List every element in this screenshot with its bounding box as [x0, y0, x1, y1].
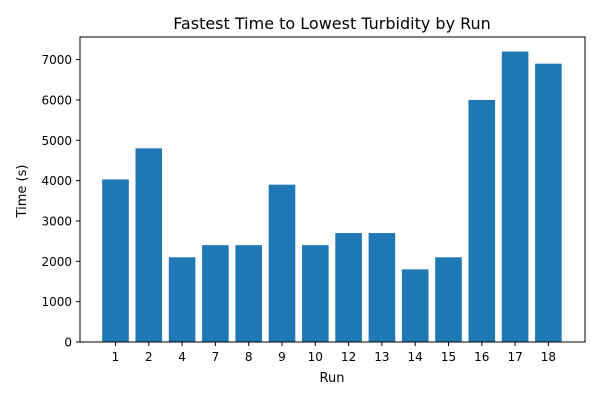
bar-run-4 — [168, 257, 196, 342]
x-tick-label: 8 — [245, 350, 253, 364]
bar-run-10 — [302, 245, 329, 342]
y-tick-label: 2000 — [41, 255, 72, 269]
x-tick-label: 18 — [541, 350, 556, 364]
x-tick-label: 7 — [212, 350, 220, 364]
x-tick-label: 14 — [408, 350, 423, 364]
bar-run-2 — [135, 148, 163, 342]
chart-title: Fastest Time to Lowest Turbidity by Run — [173, 14, 491, 33]
y-axis-label: Time (s) — [15, 165, 30, 219]
x-tick-label: 2 — [145, 350, 153, 364]
bar-run-14 — [401, 269, 429, 342]
ticks-layer: 1 2 4 7 8 9 10 12 13 14 15 16 17 18010002000300040005… — [41, 53, 556, 364]
bar-run-1 — [102, 179, 129, 342]
bars-layer — [102, 51, 562, 343]
y-tick-label: 4000 — [41, 174, 72, 188]
y-tick-label: 0 — [64, 336, 72, 350]
x-tick-label: 17 — [507, 350, 522, 364]
bar-run-16 — [468, 99, 496, 342]
x-tick-label: 4 — [178, 350, 186, 364]
x-tick-label: 13 — [374, 350, 389, 364]
bar-run-9 — [268, 184, 296, 342]
x-tick-label: 9 — [278, 350, 286, 364]
bar-run-8 — [235, 245, 262, 342]
y-tick-label: 6000 — [41, 93, 72, 107]
y-tick-label: 5000 — [41, 134, 72, 148]
x-tick-label: 15 — [441, 350, 456, 364]
x-tick-label: 1 — [112, 350, 120, 364]
y-tick-label: 7000 — [41, 53, 72, 67]
bar-run-7 — [202, 245, 229, 342]
x-tick-label: 12 — [341, 350, 356, 364]
bar-run-15 — [435, 257, 462, 342]
y-tick-label: 1000 — [41, 295, 72, 309]
bar-run-17 — [501, 51, 529, 343]
x-tick-label: 16 — [474, 350, 489, 364]
bar-run-13 — [368, 233, 396, 342]
bar-run-12 — [335, 233, 362, 342]
y-tick-label: 3000 — [41, 214, 72, 228]
plot-frame — [79, 36, 586, 343]
bar-run-18 — [535, 63, 562, 342]
axes-layer — [79, 36, 586, 343]
x-axis-label: Run — [320, 371, 345, 386]
x-tick-label: 10 — [308, 350, 323, 364]
